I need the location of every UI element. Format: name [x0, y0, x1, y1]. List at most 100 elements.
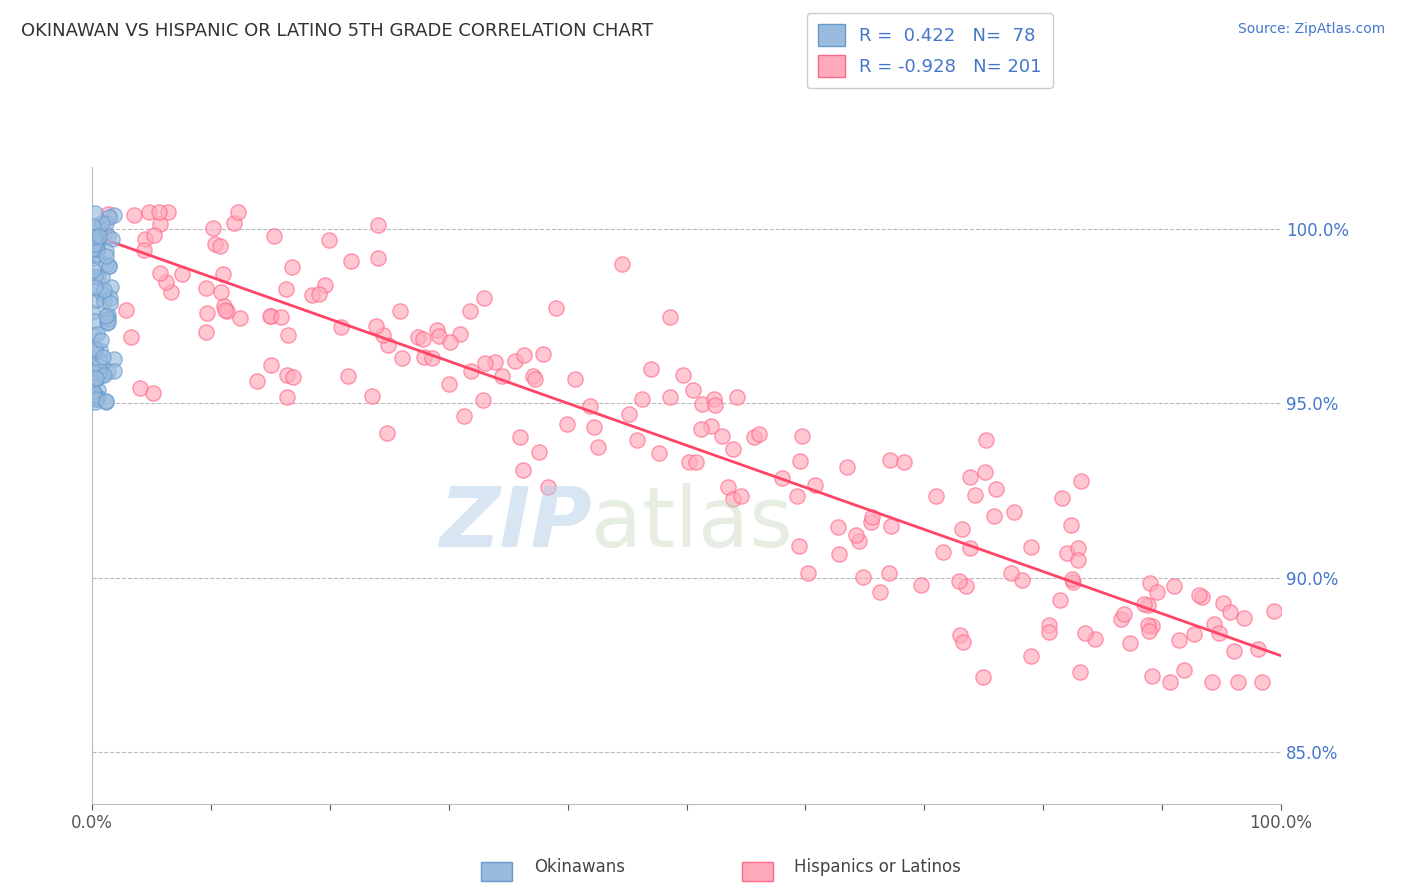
Point: [703, 392, 725, 407]
Point: [329, 320, 352, 334]
Point: [787, 539, 810, 553]
Point: [610, 256, 633, 270]
Point: [128, 381, 150, 395]
Point: [1019, 540, 1042, 554]
Point: [986, 482, 1008, 496]
Point: [367, 252, 389, 266]
Point: [83, 385, 105, 400]
Point: [527, 445, 550, 459]
Point: [859, 515, 882, 529]
Point: [711, 429, 734, 443]
Point: [276, 282, 298, 296]
Point: [89, 353, 111, 368]
Point: [1137, 599, 1160, 613]
Point: [959, 469, 981, 483]
Point: [931, 544, 953, 558]
Point: [1070, 475, 1092, 489]
Point: [89, 229, 111, 244]
Point: [97, 311, 120, 326]
Point: [1233, 611, 1256, 625]
Point: [93, 294, 115, 309]
Point: [893, 455, 915, 469]
Point: [377, 337, 399, 351]
Point: [98, 210, 121, 224]
Point: [690, 422, 713, 436]
Point: [449, 326, 471, 341]
Point: [786, 490, 808, 504]
Point: [1211, 596, 1233, 610]
Point: [1163, 579, 1185, 593]
Text: Source: ZipAtlas.com: Source: ZipAtlas.com: [1237, 22, 1385, 37]
Point: [439, 335, 461, 350]
Point: [1222, 643, 1244, 657]
Point: [84, 228, 107, 243]
Point: [704, 399, 727, 413]
Point: [91, 286, 114, 301]
Point: [148, 204, 170, 219]
Point: [86, 246, 108, 260]
Point: [472, 291, 495, 305]
Point: [974, 433, 997, 447]
Point: [717, 480, 740, 494]
Point: [700, 419, 723, 434]
Point: [412, 332, 434, 346]
Point: [90, 333, 112, 347]
Point: [388, 303, 411, 318]
Point: [91, 216, 114, 230]
Point: [94, 226, 117, 240]
Point: [263, 228, 285, 243]
Point: [420, 351, 443, 365]
Point: [1159, 675, 1181, 690]
Point: [281, 369, 304, 384]
Point: [371, 327, 394, 342]
Point: [555, 417, 578, 431]
Point: [582, 420, 605, 434]
Point: [82, 244, 104, 258]
Point: [827, 520, 849, 534]
Point: [204, 237, 226, 252]
Point: [101, 232, 124, 246]
Point: [97, 229, 120, 244]
Point: [910, 578, 932, 592]
Point: [1140, 669, 1163, 683]
Point: [546, 301, 568, 315]
Point: [391, 351, 413, 366]
Point: [437, 376, 460, 391]
Point: [98, 291, 121, 305]
Point: [678, 455, 700, 469]
Point: [208, 238, 231, 252]
Point: [87, 270, 110, 285]
Point: [1038, 625, 1060, 640]
Legend: R =  0.422   N=  78, R = -0.928   N= 201: R = 0.422 N= 78, R = -0.928 N= 201: [807, 13, 1053, 88]
Point: [1208, 625, 1230, 640]
Point: [512, 348, 534, 362]
Point: [484, 355, 506, 369]
Point: [406, 330, 429, 344]
Point: [509, 430, 531, 444]
Point: [721, 442, 744, 457]
Point: [828, 547, 851, 561]
Point: [426, 323, 449, 337]
Point: [98, 296, 121, 310]
Point: [97, 259, 120, 273]
Text: ZIP: ZIP: [439, 483, 592, 564]
Point: [375, 426, 398, 441]
Point: [361, 389, 384, 403]
Point: [472, 392, 495, 407]
Point: [226, 204, 249, 219]
Point: [458, 304, 481, 318]
Point: [96, 316, 118, 330]
Point: [792, 429, 814, 443]
Point: [82, 390, 104, 404]
Point: [721, 492, 744, 507]
Point: [90, 368, 112, 383]
Point: [336, 369, 359, 384]
Point: [1050, 491, 1073, 505]
Point: [260, 358, 283, 372]
Point: [195, 306, 218, 320]
Text: Okinawans: Okinawans: [534, 858, 626, 876]
Point: [97, 308, 120, 322]
Point: [564, 372, 586, 386]
Point: [845, 528, 868, 542]
Point: [1067, 553, 1090, 567]
